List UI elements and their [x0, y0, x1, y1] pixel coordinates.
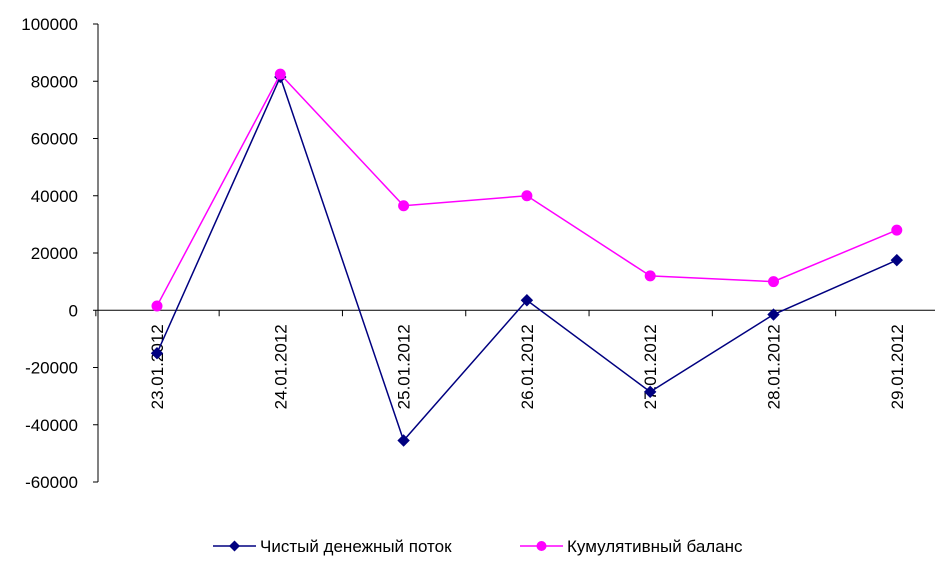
legend-label-1: Чистый денежный поток: [260, 537, 452, 556]
y-tick-label: -40000: [25, 416, 78, 435]
x-tick-label: 24.01.2012: [271, 324, 290, 409]
x-axis-ticks: 23.01.2012 24.01.2012 25.01.2012 26.01.2012…: [95, 310, 907, 409]
y-axis-ticks: -60000 -40000 -20000 0 20000 40000 60000 80000 1…: [21, 15, 98, 492]
axes: [97, 24, 935, 482]
circle-marker: [274, 68, 286, 80]
diamond-marker: [520, 294, 534, 307]
x-tick-label: 26.01.2012: [518, 324, 537, 409]
circle-marker: [644, 270, 656, 282]
x-tick-label: 28.01.2012: [765, 324, 784, 409]
y-tick-label: 20000: [31, 244, 78, 263]
y-tick-label: 0: [69, 301, 78, 320]
series-group: [150, 68, 904, 447]
diamond-marker: [890, 253, 904, 267]
x-tick-label: 23.01.2012: [148, 324, 167, 409]
circle-marker: [521, 190, 533, 202]
legend: Чистый денежный поток Кумулятивный баланс: [213, 537, 743, 556]
circle-marker: [891, 224, 903, 236]
y-tick-label: -60000: [25, 473, 78, 492]
x-tick-label: 25.01.2012: [395, 324, 414, 409]
legend-label-2: Кумулятивный баланс: [567, 537, 743, 556]
y-tick-label: -20000: [25, 359, 78, 378]
circle-marker: [768, 276, 779, 288]
y-tick-label: 40000: [31, 187, 78, 206]
diamond-marker: [397, 434, 410, 447]
circle-marker: [151, 300, 163, 312]
y-tick-label: 60000: [31, 130, 78, 149]
circle-marker: [398, 200, 410, 212]
diamond-marker: [767, 308, 780, 321]
diamond-marker: [150, 346, 164, 360]
legend-diamond-icon: [229, 540, 240, 552]
diamond-marker: [643, 385, 657, 399]
legend-circle-icon: [536, 541, 547, 551]
x-tick-label: 29.01.2012: [888, 324, 907, 409]
series-line-2: [156, 72, 898, 307]
y-tick-label: 80000: [31, 72, 78, 91]
y-tick-label: 100000: [21, 15, 78, 34]
